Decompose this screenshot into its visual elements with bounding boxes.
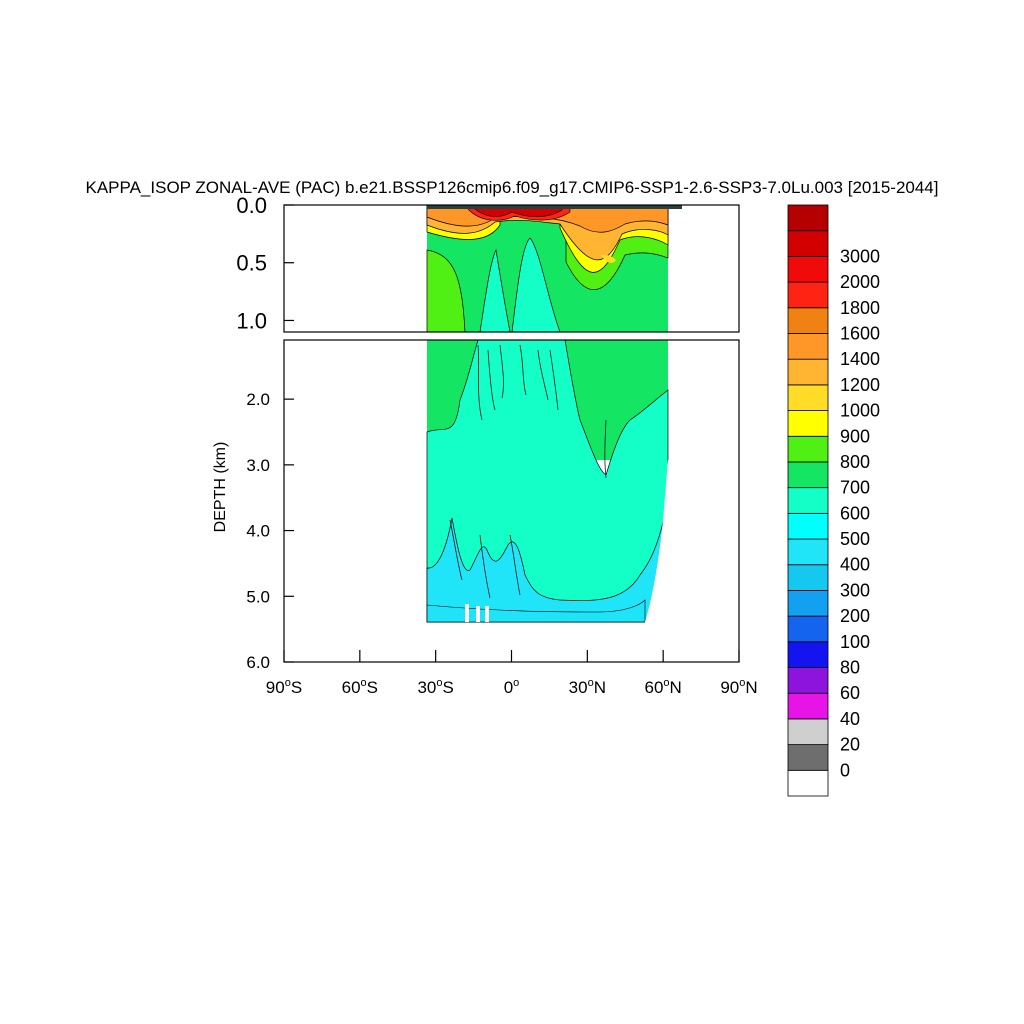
colorbar-swatch: [787, 615, 829, 643]
colorbar-label: 900: [840, 426, 870, 446]
colorbar-label: 1400: [840, 349, 880, 369]
chart-title: KAPPA_ISOP ZONAL-AVE (PAC) b.e21.BSSP126…: [86, 178, 939, 197]
east-boundary-cut: [645, 460, 739, 662]
colorbar-swatch: [787, 410, 829, 437]
colorbar-label: 700: [840, 478, 870, 498]
colorbar-label: 600: [840, 503, 870, 523]
lower-panel: [426, 340, 739, 662]
colorbar-swatch: [787, 512, 829, 540]
colorbar-label: 1000: [840, 401, 880, 421]
colorbar: 0 20 40 60 80 100 200 300 400 500 600 700 800 900 1000…: [787, 204, 880, 797]
colorbar-swatch: [787, 538, 829, 566]
colorbar-swatch: [787, 384, 829, 411]
x-tick-label: 30oN: [569, 677, 606, 697]
colorbar-swatch: [787, 435, 829, 463]
gap-3: [485, 606, 489, 622]
x-tick-label: 90oS: [266, 677, 302, 697]
y-tick-label: 0.0: [236, 193, 267, 218]
y-axis-label: DEPTH (km): [212, 442, 229, 533]
x-tick-label: 0o: [504, 677, 520, 697]
colorbar-swatch: [787, 641, 829, 668]
colorbar-swatch: [787, 281, 829, 309]
x-tick-label: 60oS: [342, 677, 378, 697]
colorbar-swatch: [787, 744, 829, 771]
y-ticks-upper: 0.0 0.5 1.0: [236, 193, 294, 333]
colorbar-label: 80: [840, 658, 860, 678]
colorbar-label: 100: [840, 632, 870, 652]
colorbar-label: 400: [840, 555, 870, 575]
colorbar-label: 3000: [840, 246, 880, 266]
colorbar-swatch: [787, 204, 829, 232]
colorbar-label: 20: [840, 735, 860, 755]
x-tick-label: 90oN: [720, 677, 757, 697]
colorbar-swatch: [787, 692, 829, 720]
colorbar-swatch: [787, 487, 829, 514]
x-ticks: 90oS 60oS 30oS 0o 30oN 60oN 90oN: [266, 650, 758, 697]
y-tick-label: 3.0: [246, 456, 270, 475]
x-tick-label: 30oS: [417, 677, 453, 697]
surface-layer: [427, 205, 682, 209]
colorbar-label: 2000: [840, 272, 880, 292]
colorbar-label: 0: [840, 760, 850, 780]
colorbar-swatch: [787, 333, 829, 360]
colorbar-swatch: [787, 590, 829, 617]
field-300-bottom: [426, 599, 646, 623]
colorbar-label: 1800: [840, 298, 880, 318]
colorbar-swatch: [787, 461, 829, 489]
contour-lines-bottom: [449, 344, 607, 599]
colorbar-label: 1200: [840, 375, 880, 395]
colorbar-label: 800: [840, 452, 870, 472]
y-tick-label: 5.0: [246, 587, 270, 606]
colorbar-label: 300: [840, 580, 870, 600]
colorbar-swatch: [787, 307, 829, 334]
colorbar-swatch: [787, 667, 829, 694]
gap-1: [465, 604, 469, 622]
colorbar-label: 1600: [840, 323, 880, 343]
y-ticks-lower: 2.0 3.0 4.0 5.0 6.0: [246, 390, 294, 672]
y-tick-label: 0.5: [236, 251, 267, 276]
colorbar-label: 200: [840, 606, 870, 626]
colorbar-swatch: [787, 564, 829, 591]
colorbar-swatch: [787, 230, 829, 257]
colorbar-label: 500: [840, 529, 870, 549]
colorbar-label: 40: [840, 709, 860, 729]
colorbar-swatch: [787, 769, 829, 797]
colorbar-swatch: [787, 255, 829, 283]
gap-2: [476, 606, 480, 622]
upper-panel-frame: [283, 204, 740, 333]
y-tick-label: 4.0: [246, 522, 270, 541]
x-tick-label: 60oN: [645, 677, 682, 697]
colorbar-swatch: [787, 718, 829, 746]
y-tick-label: 1.0: [236, 308, 267, 333]
upper-panel: [426, 205, 682, 332]
field-500-top-tongue: [479, 237, 561, 332]
colorbar-swatch: [787, 358, 829, 386]
y-tick-label: 2.0: [246, 390, 270, 409]
colorbar-label: 60: [840, 683, 860, 703]
y-tick-label: 6.0: [246, 653, 270, 672]
field-1000-top-spot: [600, 254, 616, 263]
